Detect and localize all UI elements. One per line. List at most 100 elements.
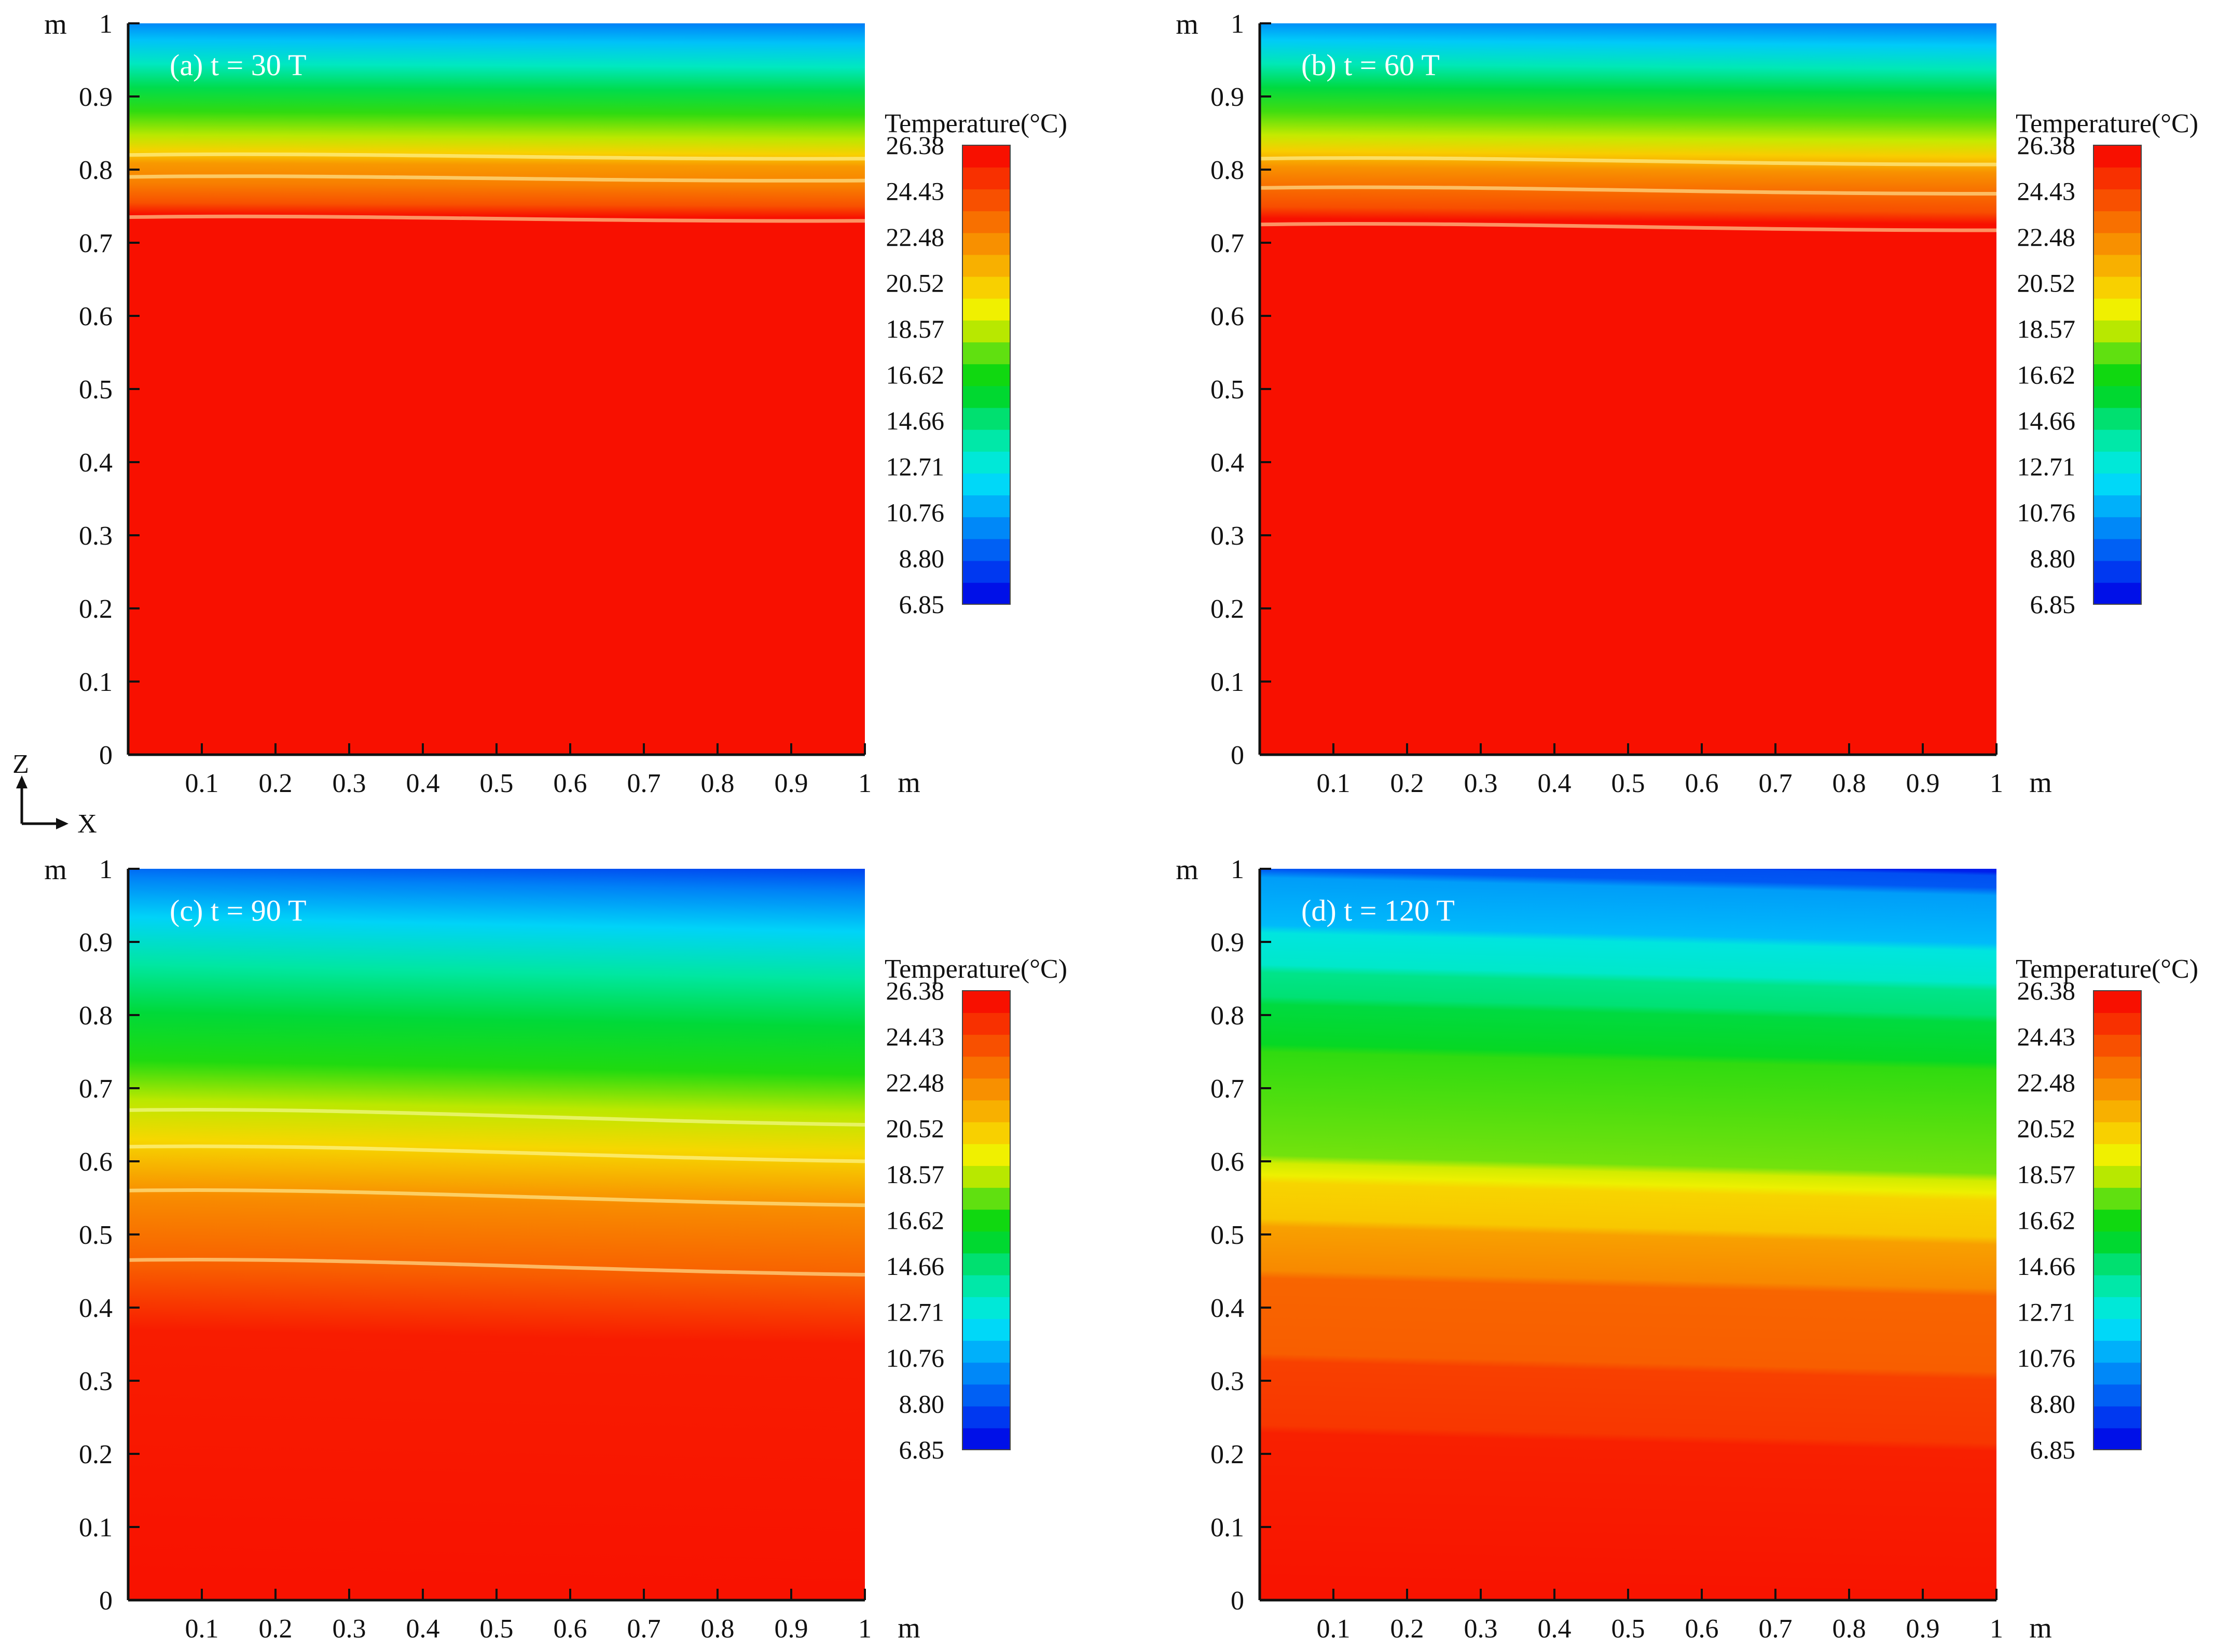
x-tick-label: 0.6 (554, 1614, 587, 1644)
isoline (128, 214, 865, 223)
colorbar-label: 20.52 (2017, 1114, 2076, 1143)
colorbar-segment (2093, 1034, 2141, 1057)
colorbar-segment (2093, 1274, 2141, 1297)
colorbar-segment (2093, 1144, 2141, 1166)
colorbar-segment (2093, 1384, 2141, 1407)
x-tick-label: 0.6 (1685, 1614, 1719, 1644)
y-tick-label: 0.6 (1210, 302, 1244, 331)
isoline (128, 174, 865, 183)
colorbar-segment (2093, 385, 2141, 408)
colorbar-segment (962, 991, 1010, 1013)
colorbar-label: 16.62 (2017, 360, 2076, 390)
colorbar-segment (962, 145, 1010, 168)
colorbar-segment (962, 1012, 1010, 1035)
colorbar-segment (2093, 1362, 2141, 1385)
x-tick-label: 1 (858, 1614, 872, 1644)
colorbar-segment (962, 232, 1010, 255)
colorbar-label: 8.80 (2030, 1390, 2076, 1419)
y-tick-label: 0.4 (79, 448, 113, 478)
colorbar-label: 22.48 (886, 223, 945, 252)
isoline (128, 1188, 865, 1207)
colorbar-segment (962, 320, 1010, 343)
colorbar-label: 6.85 (2030, 1435, 2076, 1464)
colorbar-segment (962, 1297, 1010, 1319)
y-tick-label: 0.4 (1210, 1294, 1244, 1323)
y-tick-label: 0.3 (79, 1367, 113, 1396)
x-tick-label: 0.7 (1759, 1614, 1793, 1644)
colorbar-segment (962, 429, 1010, 452)
x-tick-label: 0.4 (406, 1614, 440, 1644)
colorbar-label: 26.38 (2017, 976, 2076, 1005)
colorbar-segment (2093, 211, 2141, 233)
colorbar-segment (2093, 342, 2141, 365)
x-tick-label: 0.8 (701, 1614, 735, 1644)
y-tick-label: 1 (99, 9, 113, 39)
y-tick-label: 0.4 (1210, 448, 1244, 478)
colorbar-segment (2093, 1100, 2141, 1122)
y-tick-label: 0.8 (1210, 1001, 1244, 1031)
isoline (128, 152, 865, 161)
colorbar-segment (2093, 364, 2141, 386)
colorbar-segment (962, 1078, 1010, 1101)
y-tick-label: 0.5 (79, 375, 113, 405)
colorbar-label: 8.80 (2030, 544, 2076, 573)
colorbar-segment (2093, 232, 2141, 255)
colorbar-segment (2093, 1121, 2141, 1144)
y-unit-label: m (44, 854, 67, 886)
y-tick-label: 0.3 (1210, 1367, 1244, 1396)
colorbar-frame (962, 990, 1011, 1450)
colorbar-segment (962, 1209, 1010, 1232)
y-tick-label: 0.9 (79, 928, 113, 957)
y-tick-label: 0.4 (79, 1294, 113, 1323)
y-tick-label: 0.9 (79, 82, 113, 112)
colorbar-segment (962, 189, 1010, 212)
y-tick-label: 1 (99, 855, 113, 884)
colorbar-segment (962, 582, 1010, 605)
y-tick-label: 0.9 (1210, 928, 1244, 957)
y-tick-label: 0 (1231, 1586, 1244, 1616)
colorbar-segment (962, 517, 1010, 539)
axis-indicator: Z X (12, 749, 97, 839)
colorbar-segment (2093, 1340, 2141, 1363)
x-tick-label: 0.8 (1833, 1614, 1866, 1644)
colorbar-label: 22.48 (2017, 1068, 2076, 1097)
y-tick-label: 0.1 (1210, 668, 1244, 697)
axis-indicator-z-head (16, 775, 27, 788)
colorbar-segment (2093, 1318, 2141, 1341)
y-tick-label: 0.9 (1210, 82, 1244, 112)
x-unit-label: m (2029, 767, 2052, 799)
x-tick-label: 0.9 (1906, 1614, 1940, 1644)
colorbar-label: 24.43 (2017, 177, 2076, 206)
y-tick-label: 0.1 (79, 1513, 113, 1543)
colorbar-segment (962, 364, 1010, 386)
colorbar-segment (962, 1253, 1010, 1275)
y-tick-label: 0.1 (1210, 1513, 1244, 1543)
panel-label: (d) t = 120 T (1301, 894, 1455, 927)
x-tick-label: 0.9 (1906, 769, 1940, 798)
y-tick-label: 0.2 (79, 1440, 113, 1469)
colorbar-segment (962, 385, 1010, 408)
colorbar-label: 16.62 (886, 1206, 945, 1235)
y-tick-label: 1 (1231, 9, 1244, 39)
y-tick-label: 0.7 (1210, 1074, 1244, 1104)
colorbar-label: 14.66 (2017, 406, 2076, 435)
colorbar-segment (962, 298, 1010, 321)
colorbar-label: 24.43 (886, 177, 945, 206)
colorbar-label: 20.52 (886, 269, 945, 298)
y-unit-label: m (44, 8, 67, 40)
colorbar-label: 12.71 (2017, 1298, 2076, 1327)
x-tick-label: 0.6 (1685, 769, 1719, 798)
colorbar-label: 24.43 (886, 1022, 945, 1051)
isoline (128, 1107, 865, 1127)
colorbar-label: 18.57 (886, 314, 945, 343)
axis-indicator-x-head (56, 818, 68, 829)
colorbar-segment (2093, 1187, 2141, 1210)
colorbar-segment (2093, 1427, 2141, 1450)
colorbar-segment (2093, 254, 2141, 277)
colorbar-label: 14.66 (886, 406, 945, 435)
colorbar: Temperature(°C)26.38 24.43 22.48 20.52 18.57… (2016, 954, 2198, 1464)
x-tick-label: 1 (1990, 1614, 2003, 1644)
y-tick-label: 0.2 (1210, 1440, 1244, 1469)
